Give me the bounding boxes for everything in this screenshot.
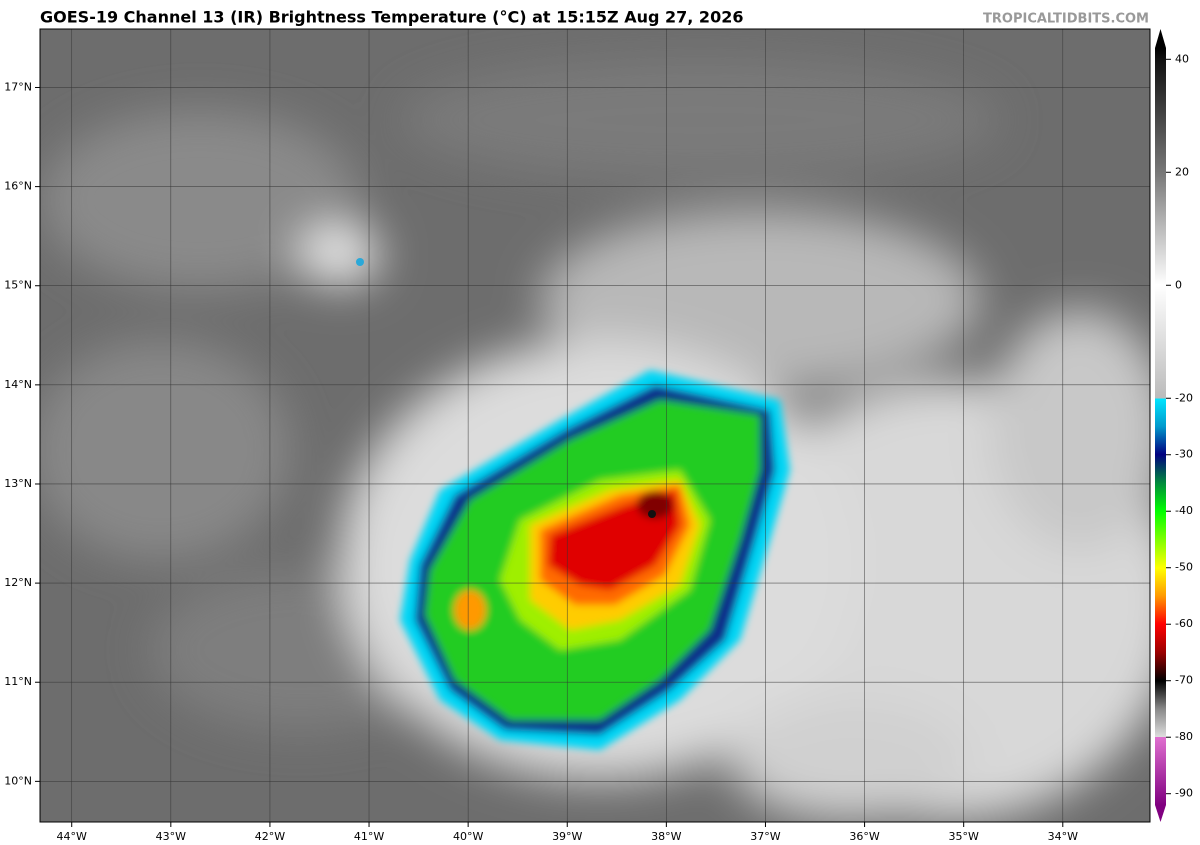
colorbar-bottom-extend: [1155, 805, 1166, 822]
y-tick-label: 14°N: [4, 378, 32, 391]
x-tick-label: 41°W: [354, 830, 384, 843]
colorbar-tick-label: 20: [1175, 165, 1189, 178]
watermark: TROPICALTIDBITS.COM: [983, 12, 1149, 27]
title: GOES-19 Channel 13 (IR) Brightness Tempe…: [40, 8, 743, 27]
colorbar-tick-label: -60: [1175, 617, 1193, 630]
colorbar-tick-label: -40: [1175, 504, 1193, 517]
colorbar-top-extend: [1155, 29, 1166, 48]
y-tick-label: 15°N: [4, 279, 32, 292]
x-tick-label: 38°W: [651, 830, 681, 843]
colorbar-body: [1155, 48, 1166, 805]
colorbar: [1155, 29, 1166, 822]
map-frame: [39, 28, 1151, 823]
colorbar-tick-label: -50: [1175, 561, 1193, 574]
colorbar-tick-label: -20: [1175, 391, 1193, 404]
y-tick-label: 11°N: [4, 675, 32, 688]
colorbar-tick-label: 0: [1175, 278, 1182, 291]
satellite-image: [40, 29, 1150, 822]
x-tick-label: 42°W: [255, 830, 285, 843]
x-tick-label: 39°W: [552, 830, 582, 843]
x-tick-label: 44°W: [57, 830, 87, 843]
y-tick-label: 17°N: [4, 80, 32, 93]
x-tick-label: 36°W: [849, 830, 879, 843]
x-tick-label: 34°W: [1048, 830, 1078, 843]
x-tick-label: 35°W: [948, 830, 978, 843]
y-tick-label: 16°N: [4, 180, 32, 193]
colorbar-tick-label: -90: [1175, 787, 1193, 800]
y-tick-label: 12°N: [4, 576, 32, 589]
x-tick-label: 37°W: [750, 830, 780, 843]
grid: [40, 29, 1150, 822]
colorbar-tick-label: -80: [1175, 730, 1193, 743]
colorbar-tick-label: -70: [1175, 674, 1193, 687]
y-tick-label: 13°N: [4, 477, 32, 490]
x-tick-label: 40°W: [453, 830, 483, 843]
y-tick-label: 10°N: [4, 774, 32, 787]
x-tick-label: 43°W: [156, 830, 186, 843]
colorbar-tick-label: -30: [1175, 448, 1193, 461]
colorbar-tick-label: 40: [1175, 52, 1189, 65]
